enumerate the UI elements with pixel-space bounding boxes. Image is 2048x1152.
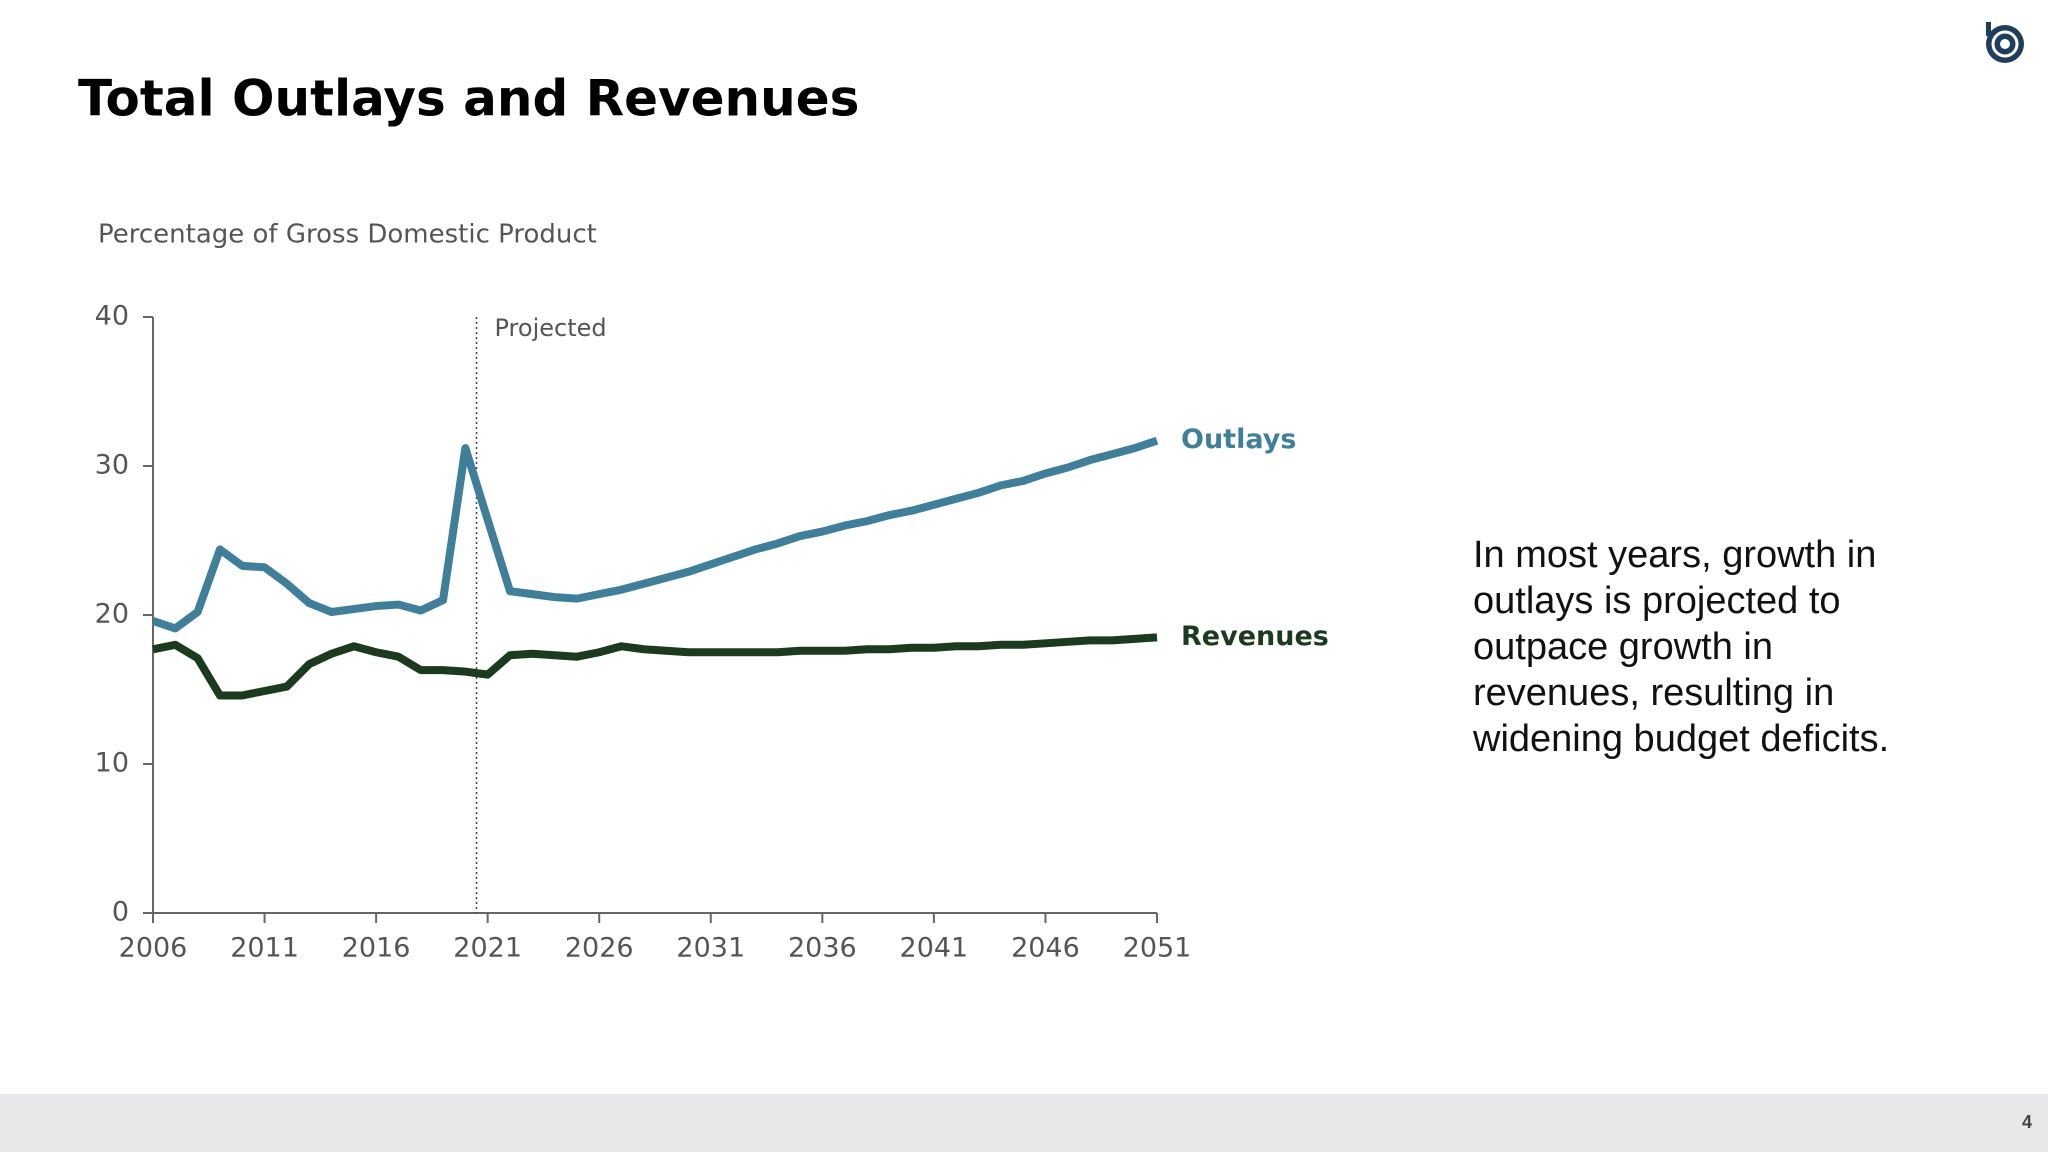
y-axis-label: Percentage of Gross Domestic Product	[98, 220, 597, 250]
y-tick-label: 0	[112, 897, 129, 928]
slide-title: Total Outlays and Revenues	[78, 70, 859, 128]
x-tick-label: 2041	[900, 933, 969, 964]
x-tick-label: 2021	[453, 933, 522, 964]
y-tick-label: 10	[95, 748, 129, 779]
page-number: 4	[2021, 1112, 2032, 1132]
series-label: Revenues	[1181, 621, 1329, 652]
x-tick-label: 2046	[1011, 933, 1080, 964]
y-tick-label: 30	[95, 450, 129, 481]
x-tick-label: 2036	[788, 933, 857, 964]
x-tick-label: 2016	[342, 933, 411, 964]
body-text: In most years, growth in outlays is proj…	[1473, 534, 1890, 760]
series-label: Outlays	[1181, 424, 1296, 455]
footer: 4	[0, 1094, 2048, 1152]
x-tick-label: 2011	[230, 933, 299, 964]
chart: Total Outlays and Revenues Percentage of…	[78, 22, 2024, 964]
line-series	[152, 633, 1158, 700]
y-tick-label: 20	[95, 599, 129, 630]
x-tick-label: 2051	[1123, 933, 1192, 964]
x-tick-label: 2026	[565, 933, 634, 964]
logo	[1986, 22, 2024, 63]
y-tick-label: 40	[95, 301, 129, 332]
x-tick-label: 2031	[676, 933, 745, 964]
annotation: Projected	[495, 314, 607, 342]
x-tick-label: 2006	[119, 933, 188, 964]
line-series	[151, 436, 1159, 633]
